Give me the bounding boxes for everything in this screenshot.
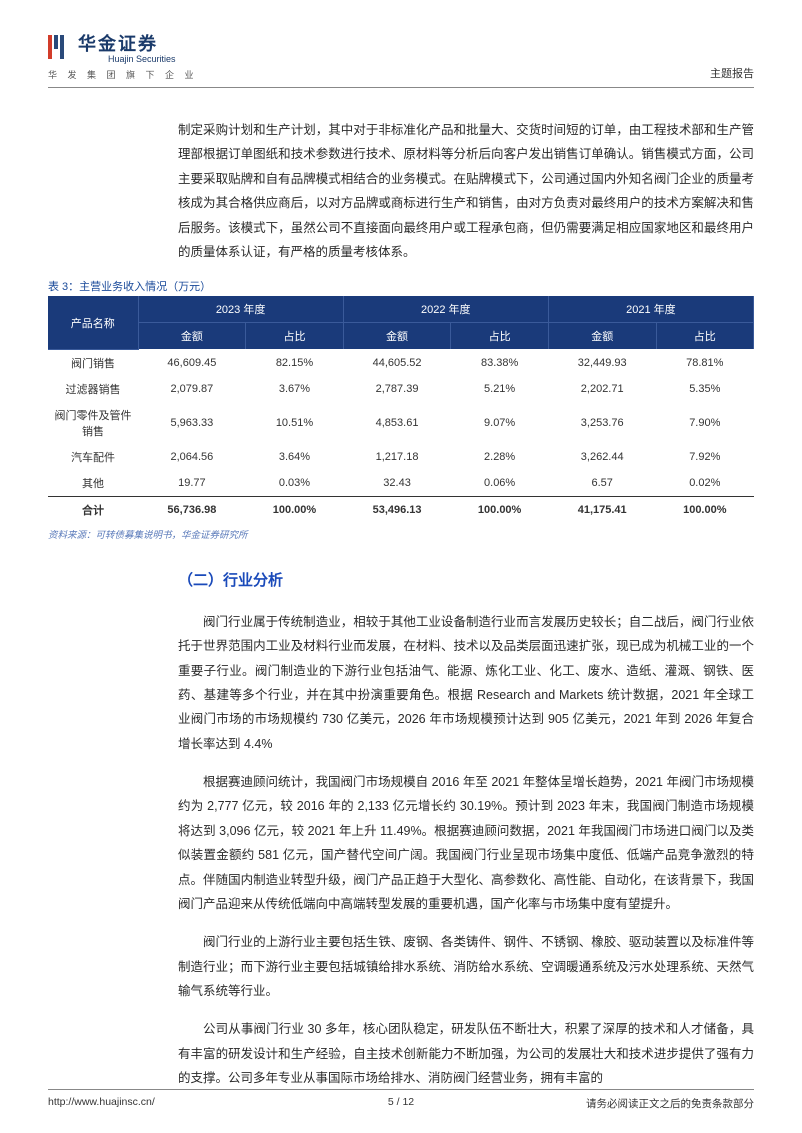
logo-cn: 华金证券: [78, 30, 176, 56]
table-total-row: 合计 56,736.98100.00% 53,496.13100.00% 41,…: [48, 496, 754, 523]
logo-en: Huajin Securities: [108, 54, 176, 64]
paragraph-3: 阀门行业的上游行业主要包括生铁、废钢、各类铸件、钢件、不锈钢、橡胶、驱动装置以及…: [178, 930, 754, 1003]
col-name: 产品名称: [48, 296, 138, 349]
intro-paragraph: 制定采购计划和生产计划，其中对于非标准化产品和批量大、交货时间短的订单，由工程技…: [178, 118, 754, 264]
col-2021: 2021 年度: [548, 296, 753, 323]
section-title: （二）行业分析: [178, 569, 754, 590]
col-2022: 2022 年度: [343, 296, 548, 323]
table-row: 汽车配件 2,064.563.64% 1,217.182.28% 3,262.4…: [48, 444, 754, 470]
table-caption: 表 3：主营业务收入情况（万元）: [48, 278, 754, 294]
footer-disclaimer: 请务必阅读正文之后的免责条款部分: [586, 1096, 754, 1111]
page-footer: http://www.huajinsc.cn/ 5 / 12 请务必阅读正文之后…: [48, 1089, 754, 1111]
col-amount: 金额: [343, 323, 451, 350]
col-amount: 金额: [138, 323, 246, 350]
col-ratio: 占比: [246, 323, 343, 350]
logo-icon: [48, 35, 72, 59]
table-source: 资料来源：可转债募集说明书，华金证券研究所: [48, 527, 754, 541]
table-row: 阀门零件及管件销售 5,963.3310.51% 4,853.619.07% 3…: [48, 402, 754, 444]
col-ratio: 占比: [656, 323, 753, 350]
revenue-table: 产品名称 2023 年度 2022 年度 2021 年度 金额 占比 金额 占比…: [48, 296, 754, 523]
logo-sub: 华 发 集 团 旗 下 企 业: [48, 68, 198, 81]
col-amount: 金额: [548, 323, 656, 350]
col-ratio: 占比: [451, 323, 548, 350]
footer-url: http://www.huajinsc.cn/: [48, 1096, 155, 1111]
table-row: 阀门销售 46,609.4582.15% 44,605.5283.38% 32,…: [48, 349, 754, 376]
paragraph-4: 公司从事阀门行业 30 多年，核心团队稳定，研发队伍不断壮大，积累了深厚的技术和…: [178, 1017, 754, 1090]
table-row: 过滤器销售 2,079.873.67% 2,787.395.21% 2,202.…: [48, 376, 754, 402]
page-header: 华金证券 Huajin Securities 华 发 集 团 旗 下 企 业 主…: [48, 30, 754, 88]
paragraph-2: 根据赛迪顾问统计，我国阀门市场规模自 2016 年至 2021 年整体呈增长趋势…: [178, 770, 754, 916]
header-right: 主题报告: [710, 65, 754, 81]
logo-block: 华金证券 Huajin Securities 华 发 集 团 旗 下 企 业: [48, 30, 198, 81]
col-2023: 2023 年度: [138, 296, 343, 323]
paragraph-1: 阀门行业属于传统制造业，相较于其他工业设备制造行业而言发展历史较长；自二战后，阀…: [178, 610, 754, 756]
table-row: 其他 19.770.03% 32.430.06% 6.570.02%: [48, 470, 754, 497]
footer-page: 5 / 12: [388, 1096, 414, 1108]
